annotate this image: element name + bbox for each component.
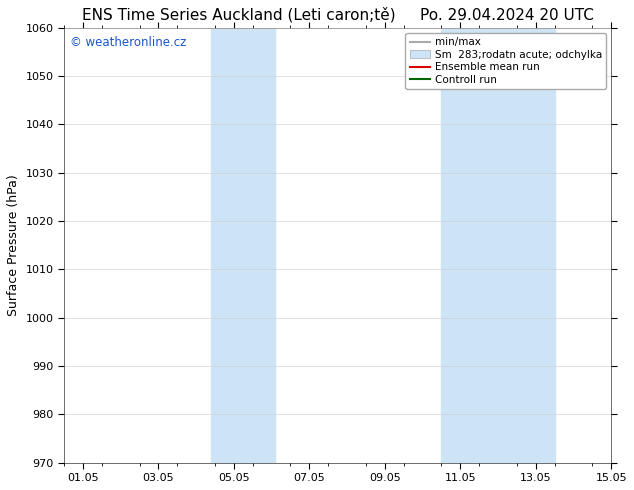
Legend: min/max, Sm  283;rodatn acute; odchylka, Ensemble mean run, Controll run: min/max, Sm 283;rodatn acute; odchylka, … [406, 33, 606, 89]
Text: © weatheronline.cz: © weatheronline.cz [70, 36, 186, 49]
Y-axis label: Surface Pressure (hPa): Surface Pressure (hPa) [7, 174, 20, 316]
Title: ENS Time Series Auckland (Leti caron;tě)     Po. 29.04.2024 20 UTC: ENS Time Series Auckland (Leti caron;tě)… [82, 7, 593, 23]
Bar [211, 28, 275, 463]
Bar [441, 28, 555, 463]
